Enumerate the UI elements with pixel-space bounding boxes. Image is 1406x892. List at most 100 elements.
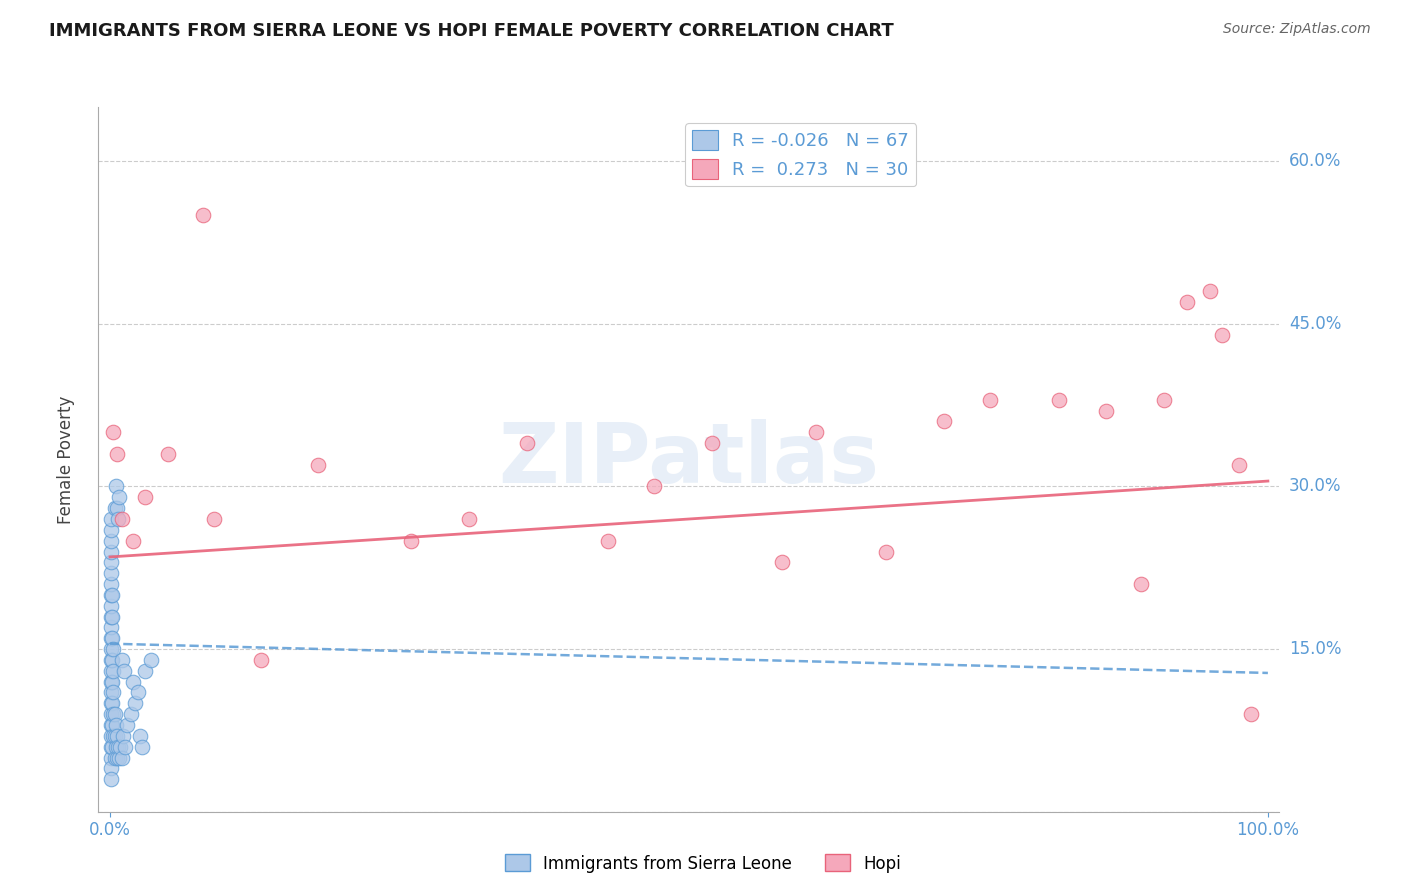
- Point: [100, 588, 122, 602]
- Point: [100, 653, 122, 667]
- Point: [103, 642, 125, 657]
- Point: [100, 718, 122, 732]
- Point: [114, 739, 136, 754]
- Point: [100, 555, 122, 569]
- Point: [103, 707, 125, 722]
- Text: 30.0%: 30.0%: [1289, 477, 1341, 495]
- Point: [101, 609, 124, 624]
- Point: [100, 664, 122, 678]
- Point: [307, 458, 329, 472]
- Point: [100, 523, 122, 537]
- Point: [105, 729, 128, 743]
- Point: [1227, 458, 1250, 472]
- Point: [108, 750, 131, 764]
- Point: [101, 739, 124, 754]
- Point: [770, 555, 793, 569]
- Point: [1049, 392, 1071, 407]
- Point: [110, 512, 132, 526]
- Point: [875, 544, 897, 558]
- Point: [111, 729, 134, 743]
- Point: [806, 425, 828, 440]
- Point: [104, 479, 127, 493]
- Point: [100, 599, 122, 613]
- Point: [129, 729, 152, 743]
- Point: [104, 739, 127, 754]
- Point: [120, 707, 142, 722]
- Point: [103, 425, 125, 440]
- Point: [101, 588, 124, 602]
- Point: [458, 512, 481, 526]
- Point: [107, 739, 129, 754]
- Point: [100, 696, 122, 710]
- Point: [979, 392, 1001, 407]
- Text: ZIPatlas: ZIPatlas: [499, 419, 879, 500]
- Point: [101, 632, 124, 646]
- Point: [100, 729, 122, 743]
- Point: [202, 512, 225, 526]
- Point: [124, 696, 146, 710]
- Point: [399, 533, 422, 548]
- Text: Source: ZipAtlas.com: Source: ZipAtlas.com: [1223, 22, 1371, 37]
- Point: [100, 609, 122, 624]
- Point: [1199, 285, 1222, 299]
- Legend: Immigrants from Sierra Leone, Hopi: Immigrants from Sierra Leone, Hopi: [498, 847, 908, 880]
- Point: [1094, 403, 1116, 417]
- Point: [107, 512, 129, 526]
- Point: [100, 739, 122, 754]
- Point: [104, 707, 127, 722]
- Point: [100, 642, 122, 657]
- Point: [1239, 707, 1261, 722]
- Point: [100, 761, 122, 775]
- Text: IMMIGRANTS FROM SIERRA LEONE VS HOPI FEMALE POVERTY CORRELATION CHART: IMMIGRANTS FROM SIERRA LEONE VS HOPI FEM…: [49, 22, 894, 40]
- Y-axis label: Female Poverty: Female Poverty: [56, 395, 75, 524]
- Text: 60.0%: 60.0%: [1289, 153, 1341, 170]
- Point: [100, 620, 122, 634]
- Point: [1175, 295, 1198, 310]
- Point: [100, 750, 122, 764]
- Point: [134, 491, 156, 505]
- Point: [1153, 392, 1175, 407]
- Point: [101, 718, 124, 732]
- Point: [101, 696, 124, 710]
- Point: [104, 501, 127, 516]
- Point: [110, 739, 132, 754]
- Point: [100, 772, 122, 787]
- Point: [101, 653, 124, 667]
- Point: [596, 533, 619, 548]
- Point: [110, 653, 132, 667]
- Point: [117, 718, 139, 732]
- Point: [105, 447, 128, 461]
- Point: [643, 479, 665, 493]
- Point: [100, 577, 122, 591]
- Point: [100, 566, 122, 581]
- Legend: R = -0.026   N = 67, R =  0.273   N = 30: R = -0.026 N = 67, R = 0.273 N = 30: [685, 123, 917, 186]
- Point: [700, 436, 723, 450]
- Point: [104, 750, 127, 764]
- Point: [100, 544, 122, 558]
- Point: [516, 436, 538, 450]
- Point: [122, 533, 145, 548]
- Point: [100, 533, 122, 548]
- Point: [127, 685, 149, 699]
- Point: [104, 729, 127, 743]
- Text: 15.0%: 15.0%: [1289, 640, 1341, 658]
- Point: [101, 674, 124, 689]
- Point: [156, 447, 179, 461]
- Point: [100, 707, 122, 722]
- Text: 45.0%: 45.0%: [1289, 315, 1341, 333]
- Point: [110, 750, 132, 764]
- Point: [1211, 327, 1233, 342]
- Point: [103, 685, 125, 699]
- Point: [100, 632, 122, 646]
- Point: [249, 653, 271, 667]
- Point: [191, 209, 214, 223]
- Point: [105, 750, 128, 764]
- Point: [103, 664, 125, 678]
- Point: [104, 718, 127, 732]
- Point: [139, 653, 162, 667]
- Point: [932, 414, 955, 428]
- Point: [105, 501, 128, 516]
- Point: [112, 664, 135, 678]
- Point: [100, 512, 122, 526]
- Point: [131, 739, 153, 754]
